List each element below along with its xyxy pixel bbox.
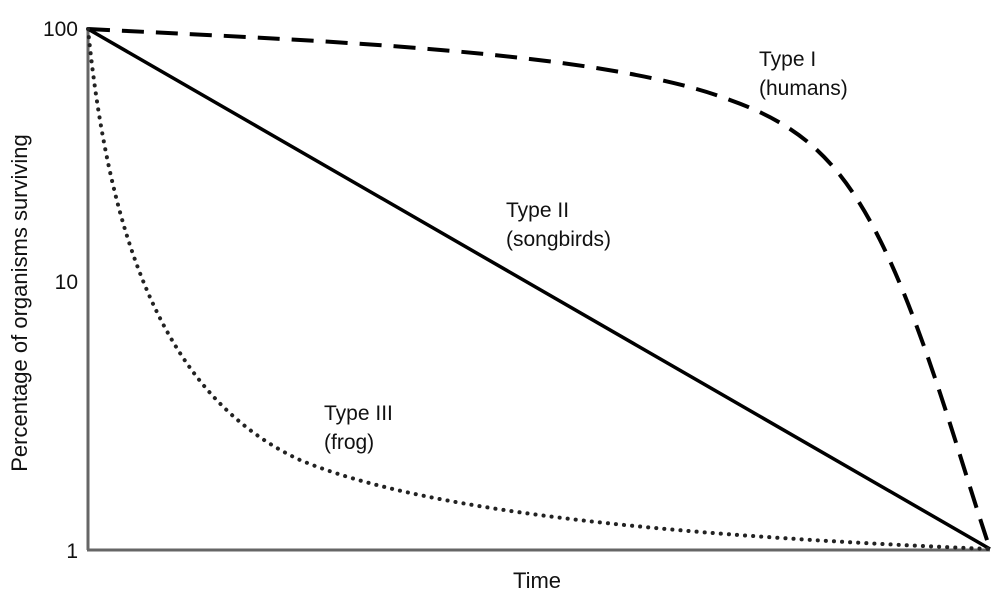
type1-name: Type I xyxy=(759,48,817,71)
type1-annotation: Type I (humans) xyxy=(759,45,848,103)
type3-sub: (frog) xyxy=(324,431,375,454)
y-tick-100: 100 xyxy=(42,18,78,41)
type1-sub: (humans) xyxy=(759,77,848,100)
type3-annotation: Type III (frog) xyxy=(324,399,393,457)
y-tick-1: 1 xyxy=(66,540,78,563)
y-tick-10: 10 xyxy=(54,271,78,294)
type2-annotation: Type II (songbirds) xyxy=(506,196,611,254)
type2-sub: (songbirds) xyxy=(506,228,612,251)
type3-line xyxy=(86,27,992,551)
type3-name: Type III xyxy=(324,402,393,425)
type2-line xyxy=(87,27,991,551)
y-axis-label: Percentage of organisms surviving xyxy=(7,134,32,472)
x-axis-label: Time xyxy=(512,568,562,593)
type2-name: Type II xyxy=(506,199,570,222)
